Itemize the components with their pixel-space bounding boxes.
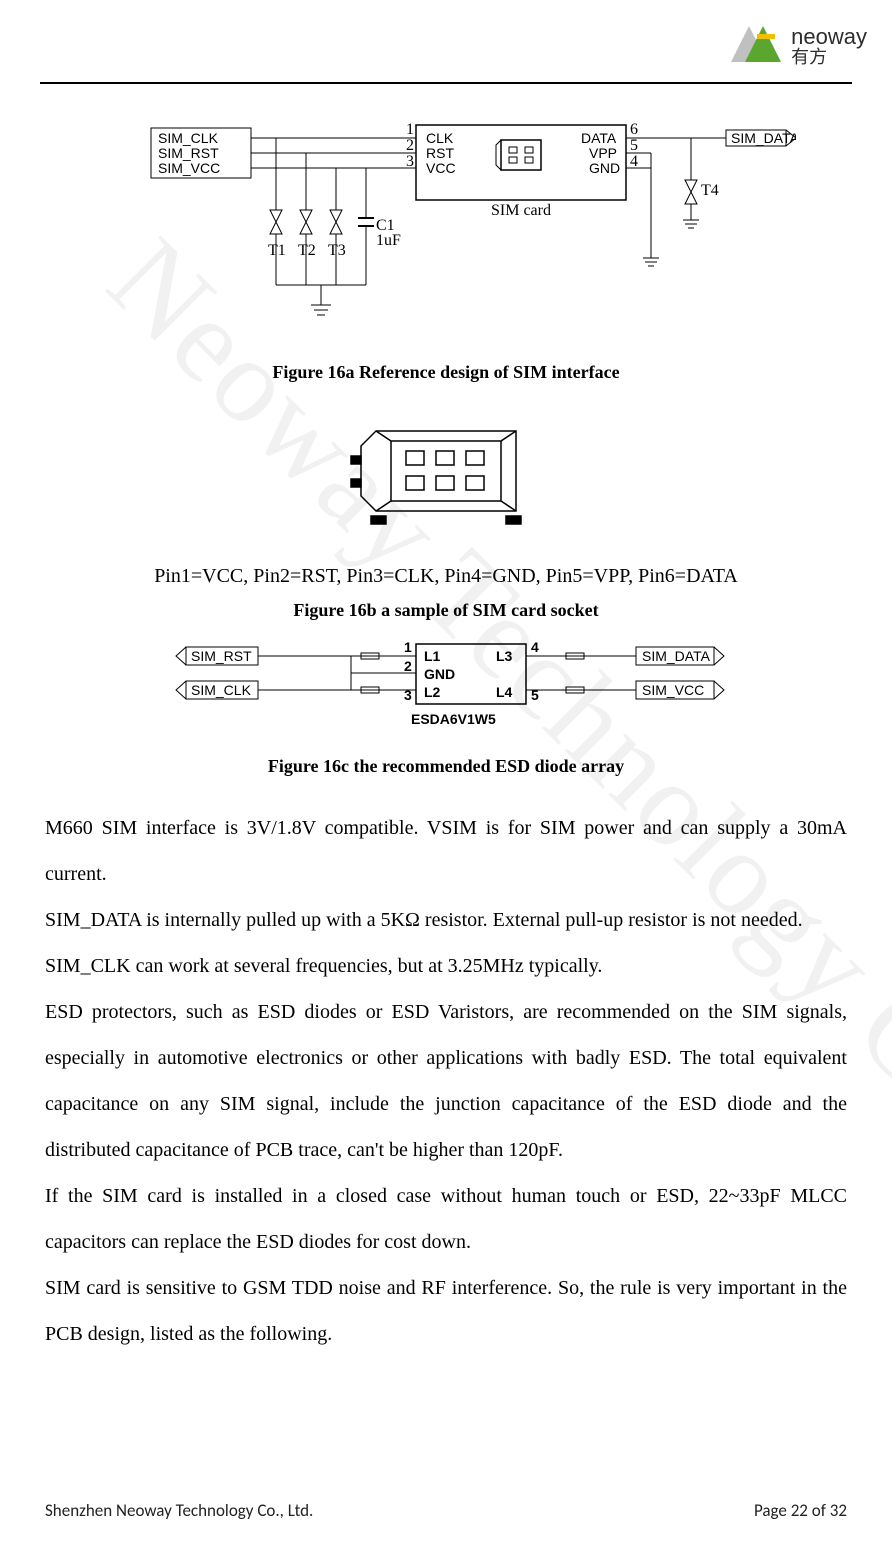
vcc-pin: VCC [426, 160, 456, 176]
brand-name-cn: 有方 [791, 48, 867, 66]
l3: L3 [496, 648, 513, 664]
figure-16c: SIM_RST SIM_CLK 1 2 3 L1 GND L2 L3 L4 ES… [45, 639, 847, 777]
t1-label: T1 [268, 242, 286, 259]
esd-pin-2: 2 [404, 658, 412, 674]
logo-mark-icon [727, 20, 785, 72]
figure-16b: Pin1=VCC, Pin2=RST, Pin3=CLK, Pin4=GND, … [45, 401, 847, 621]
l2: L2 [424, 684, 441, 700]
sim-clk-label: SIM_CLK [158, 130, 219, 146]
figure-16b-caption: Figure 16b a sample of SIM card socket [45, 600, 847, 621]
esd-pin-4: 4 [531, 639, 539, 655]
brand-name: neoway [791, 26, 867, 48]
sim-data-label-2: SIM_DATA [642, 648, 711, 664]
body-text: M660 SIM interface is 3V/1.8V compatible… [45, 805, 847, 1357]
pin-4: 4 [630, 153, 638, 170]
pin-6: 6 [630, 121, 638, 138]
page-content: SIM_CLK SIM_RST SIM_VCC 1 2 3 CLK RST VC… [45, 110, 847, 1357]
para-3: SIM_CLK can work at several frequencies,… [45, 943, 847, 989]
l4: L4 [496, 684, 513, 700]
tvs-group: T1 T2 T3 C1 1uF [268, 138, 401, 315]
pin-2: 2 [406, 137, 414, 154]
esd-pin-1: 1 [404, 639, 412, 655]
sim-rst-label: SIM_RST [158, 145, 219, 161]
page-header: neoway 有方 [0, 0, 892, 100]
figure-16a-caption: Figure 16a Reference design of SIM inter… [45, 362, 847, 383]
para-4: ESD protectors, such as ESD diodes or ES… [45, 989, 847, 1173]
footer-page: Page 22 of 32 [754, 1500, 847, 1521]
pin-5: 5 [630, 137, 638, 154]
logo-text: neoway 有方 [791, 26, 867, 66]
sim-data-label: SIM_DATA [731, 130, 796, 146]
t4-label: T4 [701, 182, 719, 199]
pin-defs: Pin1=VCC, Pin2=RST, Pin3=CLK, Pin4=GND, … [45, 565, 847, 588]
para-5: If the SIM card is installed in a closed… [45, 1173, 847, 1265]
figure-16a: SIM_CLK SIM_RST SIM_VCC 1 2 3 CLK RST VC… [45, 110, 847, 383]
page-footer: Shenzhen Neoway Technology Co., Ltd. Pag… [45, 1500, 847, 1521]
vpp-pin: VPP [589, 145, 617, 161]
c1-value: 1uF [376, 232, 401, 249]
para-2: SIM_DATA is internally pulled up with a … [45, 897, 847, 943]
rst-pin: RST [426, 145, 454, 161]
para-1: M660 SIM interface is 3V/1.8V compatible… [45, 805, 847, 897]
data-pin: DATA [581, 130, 617, 146]
pin-3: 3 [406, 153, 414, 170]
esd-part: ESDA6V1W5 [411, 711, 496, 727]
gnd-pin: GND [589, 160, 620, 176]
gnd: GND [424, 666, 455, 682]
figure-16c-caption: Figure 16c the recommended ESD diode arr… [45, 756, 847, 777]
sim-vcc-label-2: SIM_VCC [642, 682, 704, 698]
sim-rst-label-2: SIM_RST [191, 648, 252, 664]
t2-label: T2 [298, 242, 316, 259]
pin-1: 1 [406, 121, 414, 138]
para-6: SIM card is sensitive to GSM TDD noise a… [45, 1265, 847, 1357]
t3-label: T3 [328, 242, 346, 259]
esd-pin-3: 3 [404, 687, 412, 703]
sim-card-label: SIM card [491, 202, 551, 219]
sim-vcc-label: SIM_VCC [158, 160, 220, 176]
brand-logo: neoway 有方 [727, 20, 867, 72]
esd-pin-5: 5 [531, 687, 539, 703]
clk-pin: CLK [426, 130, 454, 146]
sim-clk-label-2: SIM_CLK [191, 682, 252, 698]
l1: L1 [424, 648, 441, 664]
header-rule [40, 82, 852, 84]
footer-company: Shenzhen Neoway Technology Co., Ltd. [45, 1500, 313, 1521]
